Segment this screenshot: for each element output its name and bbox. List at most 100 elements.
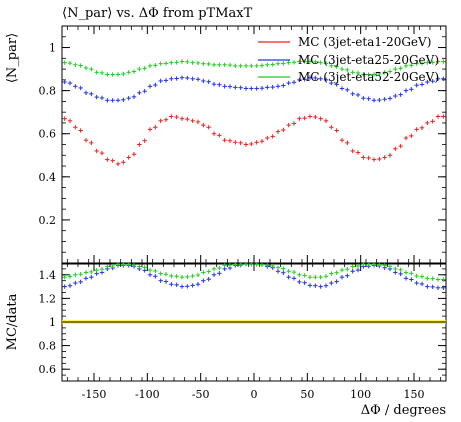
legend-label-eta1: MC (3jet-eta1-20GeV): [298, 35, 431, 49]
ratio-point-s0-27a: [350, 269, 355, 274]
main-point-s2-17b: [249, 63, 254, 69]
main-point-s2-10a: [169, 60, 174, 65]
ratio-point-s0-33b: [419, 281, 425, 287]
main-point-s2-7b: [142, 66, 147, 71]
main-point-s2-23a: [307, 59, 313, 64]
main-point-s2-1a: [73, 62, 78, 67]
main-point-s0-28b: [366, 155, 371, 161]
main-point-s0-12b: [195, 119, 201, 125]
legend-label-eta25: MC (3jet-eta25-20GeV): [298, 53, 439, 67]
main-point-s2-25a: [329, 63, 334, 69]
ratio-point-s0-34a: [425, 284, 430, 289]
main-point-s2-21b: [291, 60, 297, 65]
main-point-s0-10b: [174, 114, 179, 120]
ratio-point-s0-21b: [291, 276, 297, 281]
main-point-s1-16b: [238, 85, 243, 90]
main-point-s2-11b: [185, 59, 190, 65]
main-point-s1-8b: [153, 82, 158, 88]
ratio-point-s1-26b: [345, 266, 350, 272]
main-point-s0-34b: [430, 119, 435, 124]
main-point-s2-13a: [201, 61, 206, 66]
ratio-y-axis-label: MC/data: [5, 293, 20, 350]
main-point-s0-16a: [233, 140, 238, 145]
main-point-s2-27b: [355, 70, 361, 76]
ratio-point-s1-35a: [435, 277, 441, 282]
main-point-s1-24a: [318, 76, 323, 81]
ratio-point-s0-24a: [318, 284, 323, 289]
ratio-point-s0-13a: [201, 278, 206, 283]
main-point-s1-19b: [270, 84, 275, 90]
ratio-series-group: [62, 263, 446, 290]
main-point-s1-1b: [78, 85, 83, 91]
main-point-s2-8b: [153, 63, 158, 68]
main-point-s1-12b: [195, 77, 201, 82]
main-point-s1-17a: [243, 86, 249, 91]
main-point-s0-34a: [425, 120, 430, 126]
main-point-s2-13b: [206, 61, 211, 67]
main-point-s0-29a: [371, 157, 377, 162]
ratio-ytick-label-3: 1.2: [39, 292, 57, 305]
ratio-point-s1-1a: [73, 272, 78, 277]
ratio-point-s1-35b: [441, 277, 446, 282]
ratio-point-s0-2a: [83, 276, 89, 281]
ratio-point-s0-35b: [441, 285, 446, 290]
ratio-point-s1-7b: [142, 265, 147, 270]
ratio-point-s1-4b: [110, 263, 115, 269]
ratio-point-s0-13b: [206, 277, 211, 282]
ratio-ytick-label-2: 1: [49, 316, 56, 329]
ratio-point-s1-22a: [297, 272, 302, 277]
ratio-point-s0-21a: [286, 274, 291, 280]
main-ytick-label-4: 1: [49, 42, 56, 55]
main-point-s0-4b: [110, 158, 115, 163]
main-point-s2-12a: [190, 60, 195, 65]
main-point-s1-10a: [169, 76, 174, 81]
main-point-s2-16b: [238, 63, 243, 69]
main-ytick-label-3: 0.8: [39, 85, 57, 98]
main-point-s2-11a: [179, 59, 185, 64]
ratio-point-s1-32a: [403, 270, 409, 275]
main-point-s2-19a: [265, 62, 270, 67]
ratio-point-s1-5a: [115, 263, 121, 267]
main-point-s0-25a: [329, 125, 334, 130]
main-point-s1-32a: [403, 88, 409, 93]
main-y-ticks: 0.2 0.4 0.6 0.8 1: [39, 36, 446, 253]
main-point-s0-11a: [179, 116, 185, 121]
main-point-s1-6b: [131, 94, 137, 100]
ratio-point-s0-23b: [313, 283, 318, 288]
ratio-point-s1-34b: [430, 276, 435, 281]
main-point-s0-23a: [307, 114, 313, 119]
main-point-s2-24a: [318, 60, 323, 65]
ratio-point-s0-25a: [329, 280, 334, 286]
main-point-s1-8a: [147, 84, 153, 89]
ratio-point-s0-26a: [339, 274, 345, 280]
main-point-s0-23b: [313, 114, 318, 120]
main-point-s2-34b: [430, 60, 435, 65]
main-point-s1-22a: [297, 77, 302, 83]
main-point-s2-17a: [243, 63, 249, 69]
main-point-s0-1a: [73, 125, 78, 130]
main-point-s2-5a: [115, 72, 121, 77]
ratio-point-s0-9b: [163, 279, 169, 284]
ratio-point-s1-30b: [387, 264, 393, 269]
main-point-s0-20b: [281, 127, 286, 133]
ratio-point-s1-33a: [414, 273, 419, 279]
main-ytick-label-1: 0.4: [39, 171, 57, 184]
xtick-label-6: 150: [404, 388, 425, 401]
main-point-s1-7b: [142, 88, 147, 94]
ratio-point-s1-5b: [121, 263, 126, 267]
ratio-point-s1-16b: [238, 263, 243, 267]
main-point-s1-25b: [334, 82, 339, 87]
main-point-s0-6b: [131, 151, 137, 157]
main-point-s1-13b: [206, 79, 211, 84]
main-point-s2-26a: [339, 66, 345, 72]
main-point-s0-35a: [435, 114, 441, 119]
main-point-s1-31a: [393, 93, 398, 99]
main-point-s2-21a: [286, 60, 291, 65]
main-point-s0-16b: [238, 140, 243, 146]
main-point-s0-17a: [243, 142, 249, 147]
ratio-point-s1-29b: [377, 263, 382, 267]
main-point-s2-35a: [435, 59, 441, 64]
main-point-s1-20b: [281, 83, 286, 88]
main-point-s1-26a: [339, 86, 345, 91]
main-point-s0-13a: [201, 122, 206, 128]
